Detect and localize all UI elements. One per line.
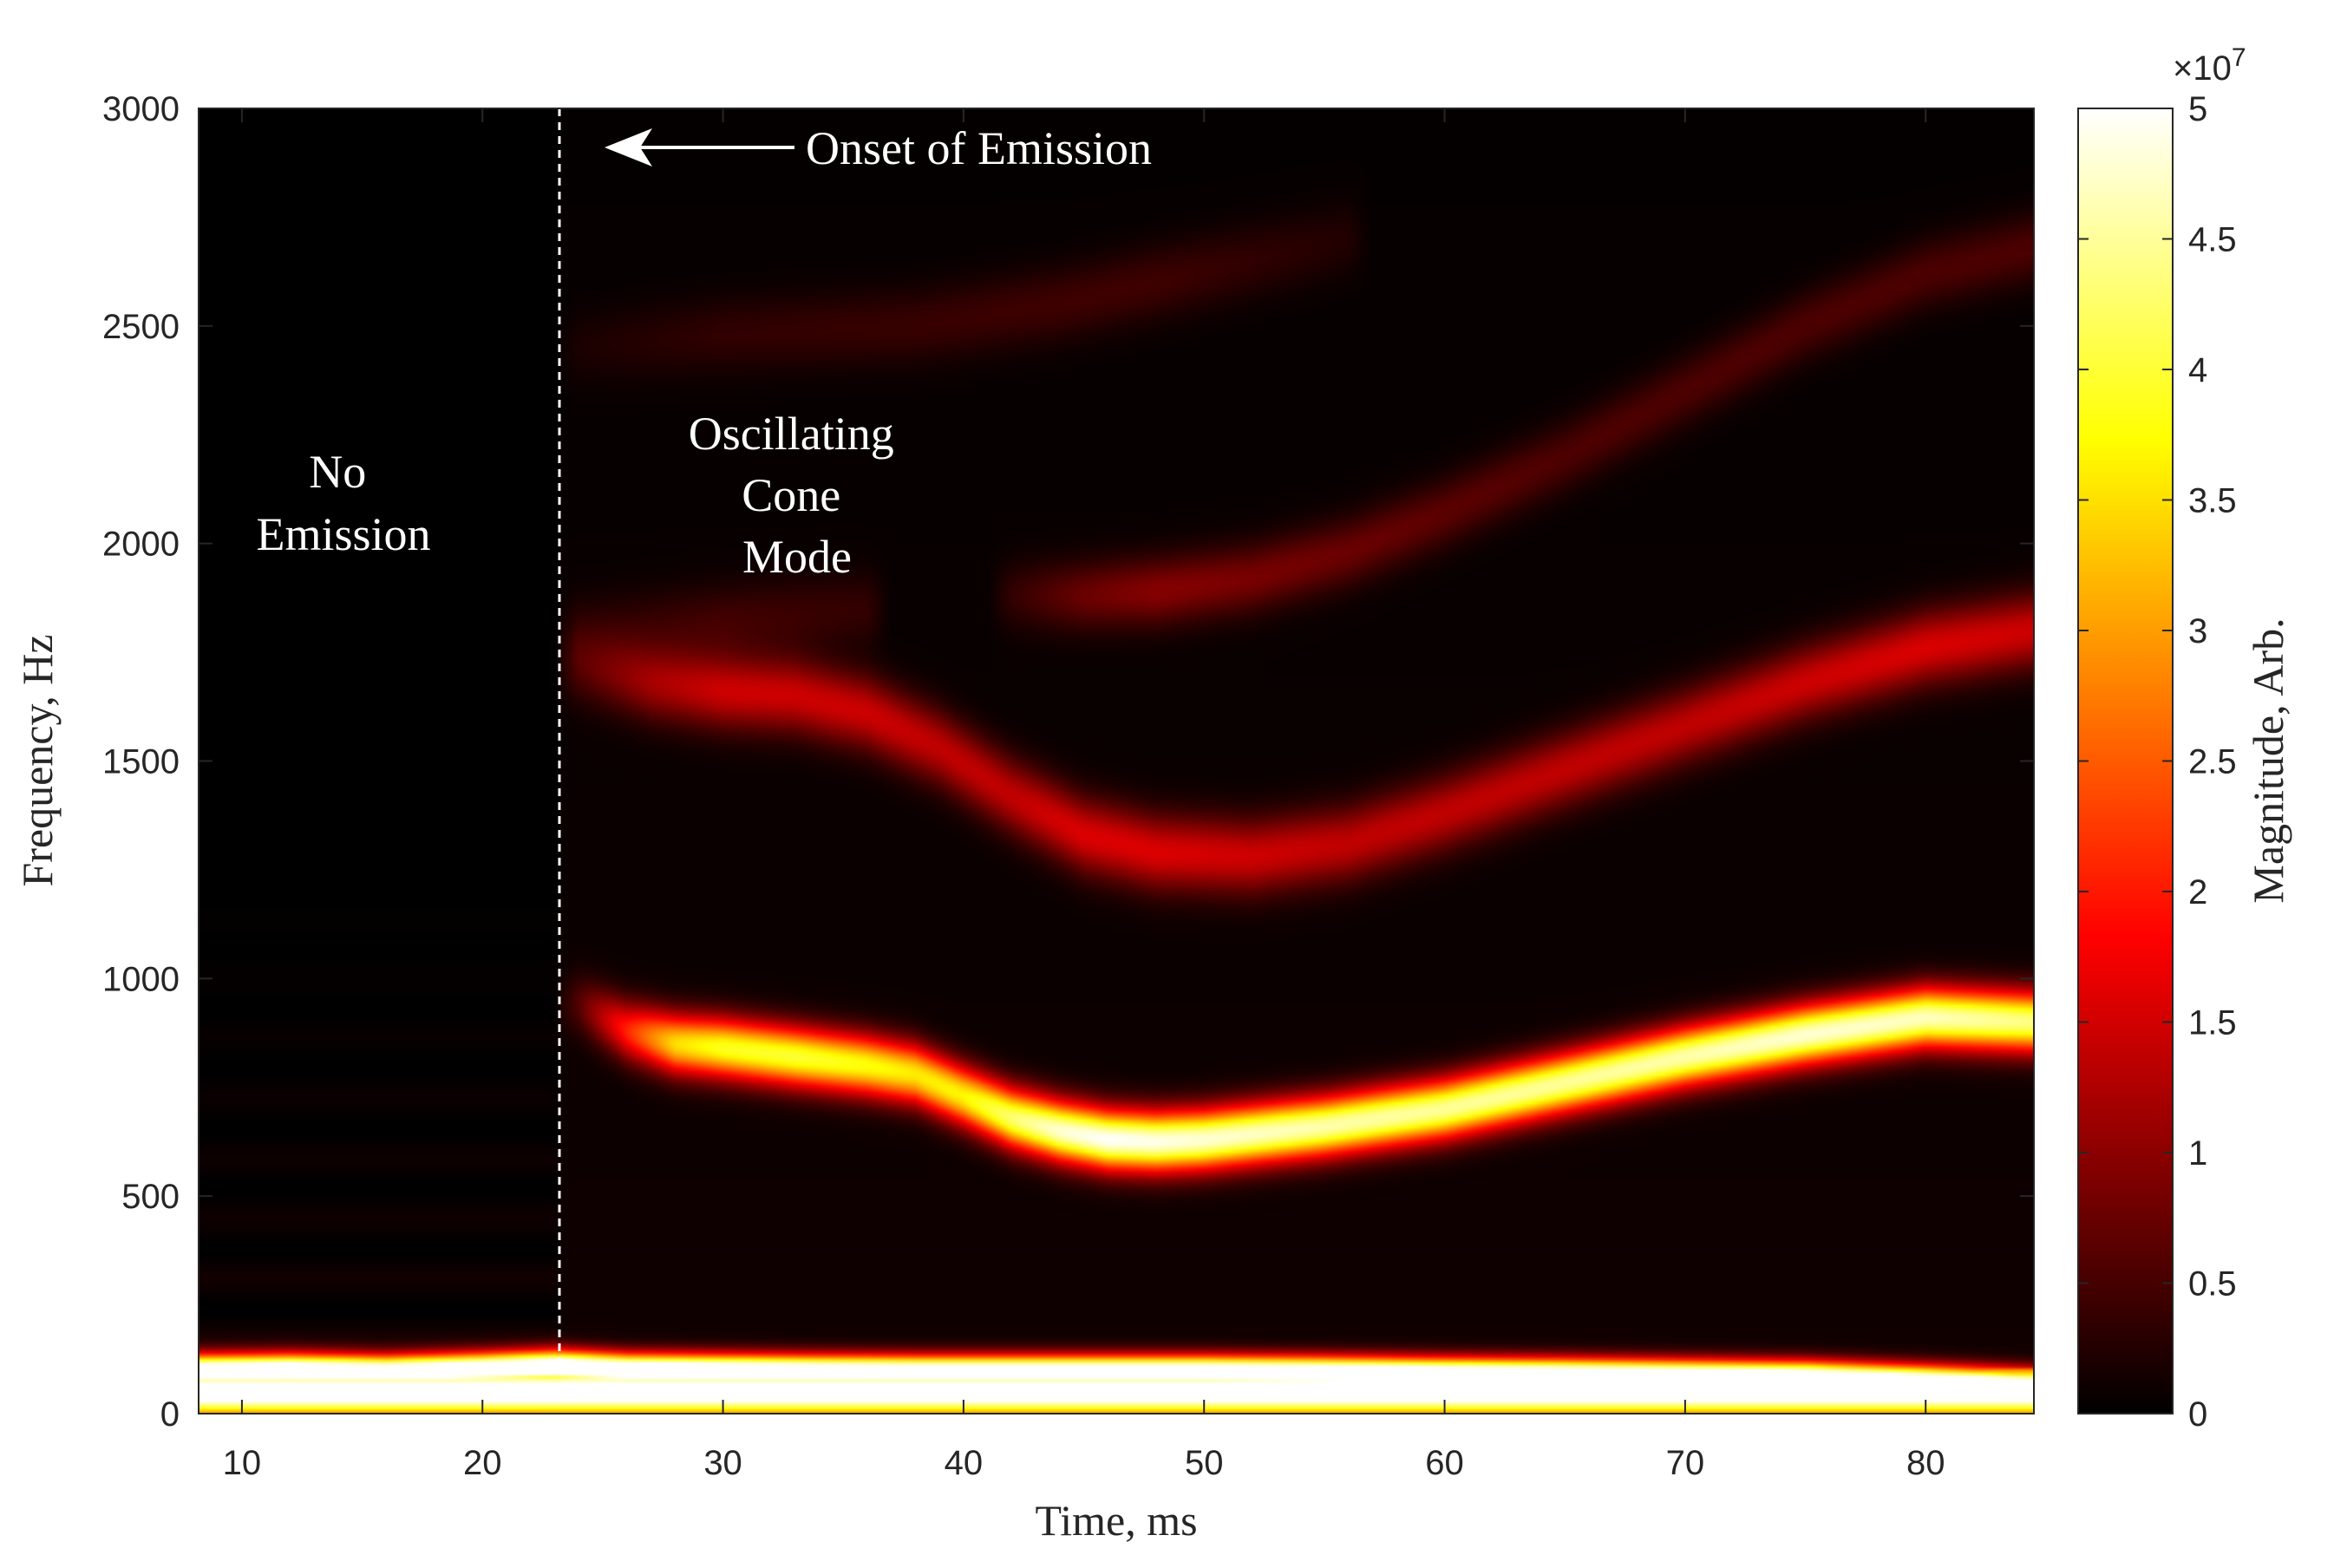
y-axis-tick-labels: 0 500 1000 1500 2000 2500 3000 [102,90,180,1434]
x-tick-label: 60 [1425,1444,1464,1482]
annotation-oscillating-line-3: Mode [742,531,852,583]
heatmap-area [199,108,2034,1414]
x-tick-label: 50 [1185,1444,1224,1482]
y-tick-label: 0 [160,1395,180,1434]
annotation-no-emission: No Emission [256,446,430,560]
x-tick-label: 10 [223,1444,262,1482]
y-axis: 0 500 1000 1500 2000 2500 3000 Frequency, Hz [13,90,2034,1434]
annotation-no-emission-line-2: Emission [256,508,430,560]
annotation-oscillating-cone-mode: Oscillating Cone Mode [689,408,905,583]
colorbar-tick-label: 5 [2188,90,2207,128]
heatmap-canvas [199,108,2034,1414]
annotation-no-emission-line-1: No [309,446,366,498]
x-tick-label: 40 [945,1444,984,1482]
colorbar-tick-label: 1 [2188,1134,2207,1173]
colorbar-gradient [2078,108,2173,1414]
colorbar-tick-labels: 0 0.5 1 1.5 2 2.5 3 3.5 4 4.5 5 [2188,90,2237,1434]
x-tick-label: 20 [463,1444,502,1482]
annotations: No Emission Oscillating Cone Mode Onset … [256,122,1152,583]
y-axis-label: Frequency, Hz [13,634,62,886]
x-tick-label: 30 [703,1444,742,1482]
x-axis-tick-labels: 10 20 30 40 50 60 70 80 [223,1444,1945,1482]
y-tick-label: 1500 [102,743,180,781]
colorbar-tick-label: 4.5 [2188,221,2237,259]
x-tick-label: 70 [1666,1444,1705,1482]
colorbar-label: Magnitude, Arb. [2244,617,2292,903]
x-tick-label: 80 [1906,1444,1945,1482]
colorbar: 0 0.5 1 1.5 2 2.5 3 3.5 4 4.5 5 ×107 Magnitude, Ar… [2077,43,2292,1434]
colorbar-ticks [2078,108,2173,1414]
annotation-oscillating-line-2: Cone [742,469,840,521]
annotation-onset-of-emission: Onset of Emission [806,122,1152,174]
annotation-oscillating-line-1: Oscillating [689,408,894,460]
x-axis-ticks [240,108,1927,1414]
x-axis: 10 20 30 40 50 60 70 80 Time, ms [223,108,1945,1545]
colorbar-tick-label: 3.5 [2188,482,2237,520]
colorbar-exponent-power: 7 [2232,43,2246,72]
colorbar-tick-label: 2 [2188,873,2207,911]
colorbar-tick-label: 1.5 [2188,1004,2237,1042]
colorbar-tick-label: 0.5 [2188,1265,2237,1303]
y-tick-label: 3000 [102,90,180,128]
colorbar-tick-label: 0 [2188,1395,2207,1434]
colorbar-exponent: ×107 [2173,43,2246,88]
y-tick-label: 2000 [102,526,180,564]
y-tick-label: 500 [121,1178,180,1216]
colorbar-tick-label: 2.5 [2188,743,2237,781]
y-tick-label: 2500 [102,308,180,346]
colorbar-exponent-base: ×10 [2173,49,2232,88]
colorbar-tick-label: 4 [2188,351,2207,389]
onset-arrow [605,128,794,167]
y-tick-label: 1000 [102,960,180,998]
y-axis-ticks [199,108,2034,1414]
x-axis-label: Time, ms [1035,1496,1197,1545]
colorbar-tick-label: 3 [2188,612,2207,650]
